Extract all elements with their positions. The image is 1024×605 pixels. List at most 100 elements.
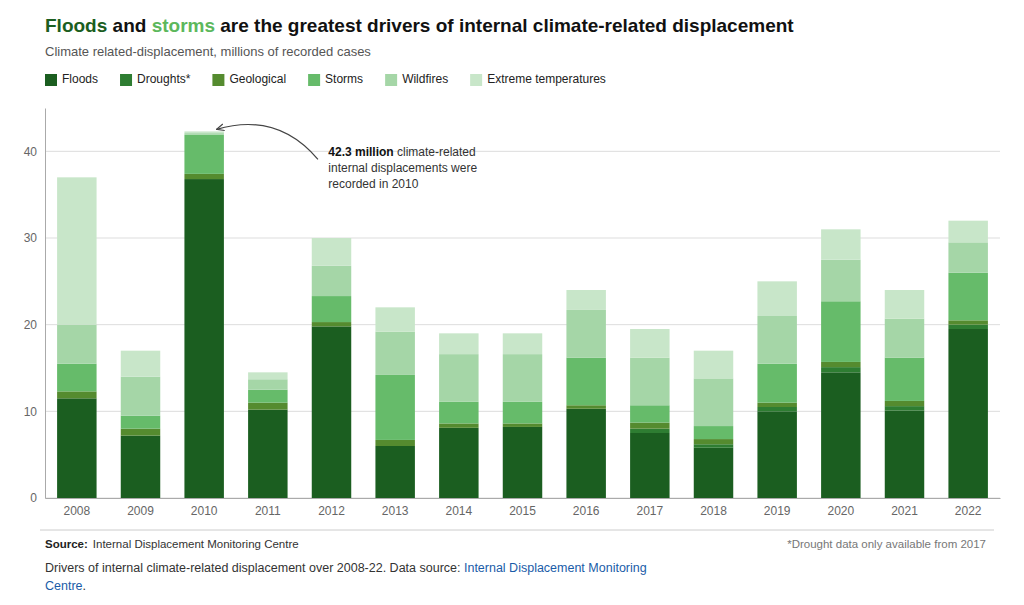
title-part: and xyxy=(107,15,151,36)
grid xyxy=(45,151,1000,498)
bar xyxy=(630,423,669,429)
legend-label: Geological xyxy=(229,72,286,86)
y-tick: 40 xyxy=(24,145,45,159)
y-tick-label: 20 xyxy=(24,318,38,332)
legend: FloodsDroughts*GeologicalStormsWildfires… xyxy=(45,72,606,86)
annotation: 42.3 million climate-relatedinternal dis… xyxy=(217,124,478,191)
legend-label: Wildfires xyxy=(402,72,448,86)
bar-series xyxy=(57,131,988,379)
x-tick-label: 2021 xyxy=(891,504,918,518)
bar xyxy=(694,426,733,439)
annotation-part: climate-related xyxy=(394,145,476,159)
bar xyxy=(948,329,987,498)
bar xyxy=(57,177,96,324)
bar xyxy=(57,364,96,392)
y-tick-label: 40 xyxy=(24,145,38,159)
separator xyxy=(40,530,994,531)
bar xyxy=(503,402,542,424)
x-tick: 2013 xyxy=(382,504,409,518)
bar xyxy=(821,372,860,498)
bar xyxy=(375,307,414,331)
bar xyxy=(821,301,860,362)
x-tick-label: 2013 xyxy=(382,504,409,518)
source-text: Internal Displacement Monitoring Centre xyxy=(93,538,299,550)
title-part: storms xyxy=(152,15,215,36)
bar xyxy=(503,333,542,354)
bar xyxy=(184,179,223,498)
bar xyxy=(312,326,351,498)
bar xyxy=(566,290,605,310)
bar xyxy=(375,440,414,446)
footer-part: Internal Displacement Monitoring xyxy=(464,561,647,575)
x-tick-label: 2022 xyxy=(955,504,982,518)
x-tick: 2014 xyxy=(445,504,472,518)
bar xyxy=(948,221,987,243)
y-tick: 30 xyxy=(24,231,45,245)
legend-label: Extreme temperatures xyxy=(487,72,606,86)
legend-label: Floods xyxy=(62,72,98,86)
y-tick-label: 30 xyxy=(24,231,38,245)
legend-swatch xyxy=(120,74,132,86)
bar xyxy=(57,398,96,498)
bar xyxy=(757,281,796,316)
x-tick: 2008 xyxy=(63,504,90,518)
bar xyxy=(184,133,223,135)
chart: Floods and storms are the greatest drive… xyxy=(0,0,1024,605)
bar xyxy=(757,403,796,407)
bar xyxy=(566,405,605,408)
x-tick-label: 2018 xyxy=(700,504,727,518)
bar xyxy=(121,416,160,429)
bar xyxy=(948,273,987,321)
bar xyxy=(821,362,860,367)
bar xyxy=(248,410,287,498)
x-axis: 2008200920102011201220132014201520162017… xyxy=(46,499,1001,518)
annotation-arrow xyxy=(217,124,318,159)
bar xyxy=(630,358,669,406)
bar-series xyxy=(630,325,988,448)
bar xyxy=(248,390,287,403)
y-tick: 0 xyxy=(30,491,45,505)
bar xyxy=(566,358,605,406)
bars xyxy=(57,131,988,498)
source: Source: Internal Displacement Monitoring … xyxy=(45,538,299,550)
bar xyxy=(948,320,987,324)
bar xyxy=(439,423,478,427)
footer-part: . xyxy=(83,579,86,593)
bar xyxy=(757,364,796,403)
bar xyxy=(885,406,924,410)
bar xyxy=(439,333,478,354)
bar xyxy=(184,135,223,174)
legend-label: Storms xyxy=(325,72,363,86)
bar xyxy=(757,407,796,411)
bar xyxy=(121,429,160,436)
bar xyxy=(630,329,669,358)
title-part: are the greatest drivers of internal cli… xyxy=(215,15,794,36)
legend-swatch xyxy=(470,74,482,86)
annotation-text: recorded in 2010 xyxy=(328,177,418,191)
x-tick: 2022 xyxy=(955,504,982,518)
bar xyxy=(821,260,860,302)
x-tick-label: 2011 xyxy=(255,504,281,518)
bar xyxy=(375,375,414,440)
bar xyxy=(184,174,223,179)
x-tick: 2009 xyxy=(127,504,154,518)
bar xyxy=(248,403,287,410)
bar xyxy=(312,296,351,322)
x-tick: 2016 xyxy=(573,504,600,518)
x-tick-label: 2016 xyxy=(573,504,600,518)
x-tick-label: 2010 xyxy=(191,504,218,518)
bar xyxy=(885,358,924,401)
legend-swatch xyxy=(385,74,397,86)
bar-series xyxy=(57,174,988,446)
bar xyxy=(821,367,860,372)
bar xyxy=(439,354,478,402)
x-tick-label: 2019 xyxy=(764,504,791,518)
x-tick: 2019 xyxy=(764,504,791,518)
x-tick-label: 2014 xyxy=(445,504,472,518)
source-label: Source: xyxy=(45,538,88,550)
x-tick-label: 2017 xyxy=(636,504,663,518)
bar xyxy=(57,391,96,398)
annotation-text: 42.3 million climate-related xyxy=(328,145,475,159)
subtitle: Climate related-displacement, millions o… xyxy=(45,44,371,59)
bar xyxy=(821,229,860,259)
